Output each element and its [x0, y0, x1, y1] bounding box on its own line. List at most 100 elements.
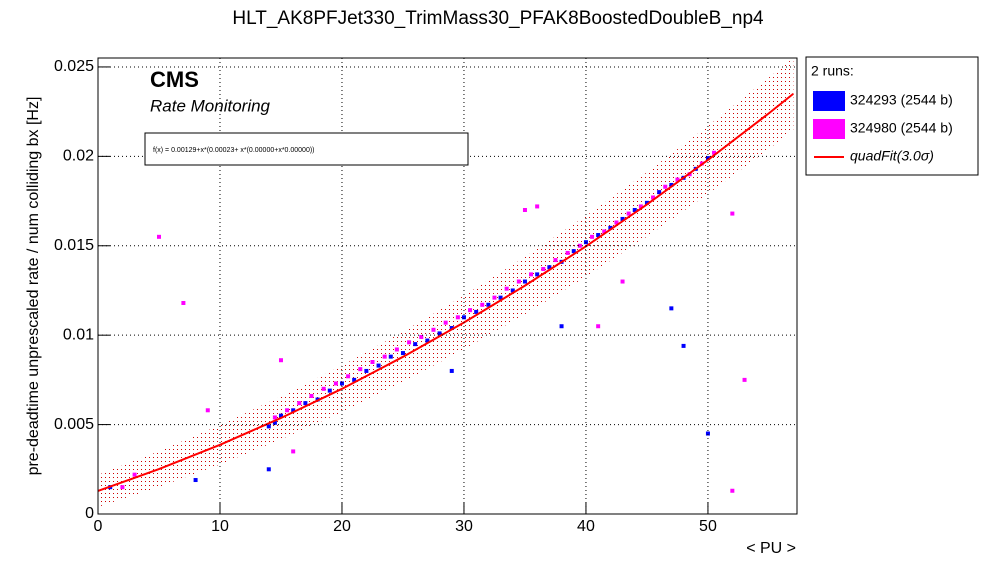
point	[291, 408, 296, 413]
point	[266, 467, 271, 472]
point	[614, 220, 619, 225]
y-tick-label: 0	[85, 505, 94, 522]
point	[644, 200, 649, 205]
legend: 324293 (2544 b) 324980 (2544 b) quadFit(3.…	[813, 91, 953, 164]
point	[297, 401, 302, 406]
point	[346, 374, 351, 379]
point	[425, 338, 430, 343]
x-tick-label: 0	[94, 518, 103, 535]
point	[321, 386, 326, 391]
y-tick-label: 0.015	[54, 237, 94, 254]
point	[309, 393, 314, 398]
point	[461, 315, 466, 320]
point	[400, 351, 405, 356]
fit-box	[144, 132, 469, 166]
point	[669, 306, 674, 311]
point	[730, 211, 735, 216]
point	[657, 190, 662, 195]
fit-band	[98, 58, 794, 508]
point	[522, 208, 527, 212]
x-tick-label: 20	[333, 518, 351, 535]
point	[730, 488, 735, 493]
point	[449, 368, 454, 373]
point	[712, 150, 717, 155]
point	[205, 408, 210, 413]
point	[278, 413, 283, 418]
point	[596, 324, 601, 329]
point	[535, 272, 540, 277]
x-tick-label: 10	[211, 518, 229, 535]
y-tick-label: 0.005	[54, 416, 94, 433]
plot-frame	[97, 57, 798, 515]
point	[535, 204, 540, 209]
x-axis-label: < PU >	[746, 540, 796, 557]
legend-swatch	[813, 119, 845, 139]
point	[382, 354, 387, 359]
point	[443, 320, 448, 325]
y-tick-label: 0.02	[63, 148, 94, 165]
point	[468, 308, 473, 313]
point	[510, 288, 515, 293]
legend-label: quadFit(3.0σ)	[850, 148, 934, 164]
point	[504, 286, 509, 291]
point	[620, 216, 625, 221]
point	[193, 478, 198, 483]
point	[541, 267, 546, 272]
point	[522, 279, 527, 284]
cms-label: CMS	[150, 67, 199, 92]
point	[638, 204, 643, 209]
point	[120, 485, 125, 490]
point	[705, 431, 710, 436]
y-tick-label: 0.01	[63, 326, 94, 343]
point	[577, 243, 582, 248]
point	[394, 347, 399, 352]
legend-box	[805, 56, 979, 176]
legend-label: 324293 (2544 b)	[850, 92, 953, 108]
x-tick-label: 50	[699, 518, 717, 535]
point	[498, 295, 503, 300]
point	[742, 377, 747, 382]
point	[565, 250, 570, 255]
point	[419, 334, 424, 339]
point	[339, 381, 344, 386]
point	[608, 225, 613, 230]
x-tick-label: 40	[577, 518, 595, 535]
point	[437, 331, 442, 336]
point	[285, 408, 290, 413]
point	[333, 381, 338, 386]
point	[358, 367, 363, 372]
point	[553, 258, 558, 263]
point	[632, 208, 637, 212]
point	[602, 229, 607, 234]
point	[376, 363, 381, 368]
point	[596, 233, 601, 238]
point	[413, 342, 418, 347]
point	[675, 177, 680, 182]
point	[492, 295, 497, 300]
y-axis-label: pre-deadtime unprescaled rate / num coll…	[25, 97, 42, 476]
legend-title: 2 runs:	[811, 63, 854, 79]
point	[590, 234, 595, 239]
point	[626, 211, 631, 216]
point	[364, 368, 369, 373]
point	[266, 424, 271, 429]
point	[663, 184, 668, 189]
point	[156, 234, 161, 239]
point	[529, 272, 534, 277]
point	[486, 302, 491, 307]
point	[272, 420, 277, 425]
point	[303, 401, 308, 406]
point	[181, 300, 186, 305]
fit-formula: f(x) = 0.00129+x*(0.00023+ x*(0.00000+x*…	[153, 147, 315, 154]
x-tick-label: 30	[455, 518, 473, 535]
point	[651, 195, 656, 200]
chart-title: HLT_AK8PFJet330_TrimMass30_PFAK8BoostedD…	[232, 8, 764, 29]
point	[291, 449, 296, 454]
point	[272, 415, 277, 420]
legend-label: 324980 (2544 b)	[850, 120, 953, 136]
legend-swatch	[813, 91, 845, 111]
point	[352, 377, 357, 382]
point	[547, 265, 552, 270]
point	[132, 472, 137, 477]
point	[474, 309, 479, 314]
